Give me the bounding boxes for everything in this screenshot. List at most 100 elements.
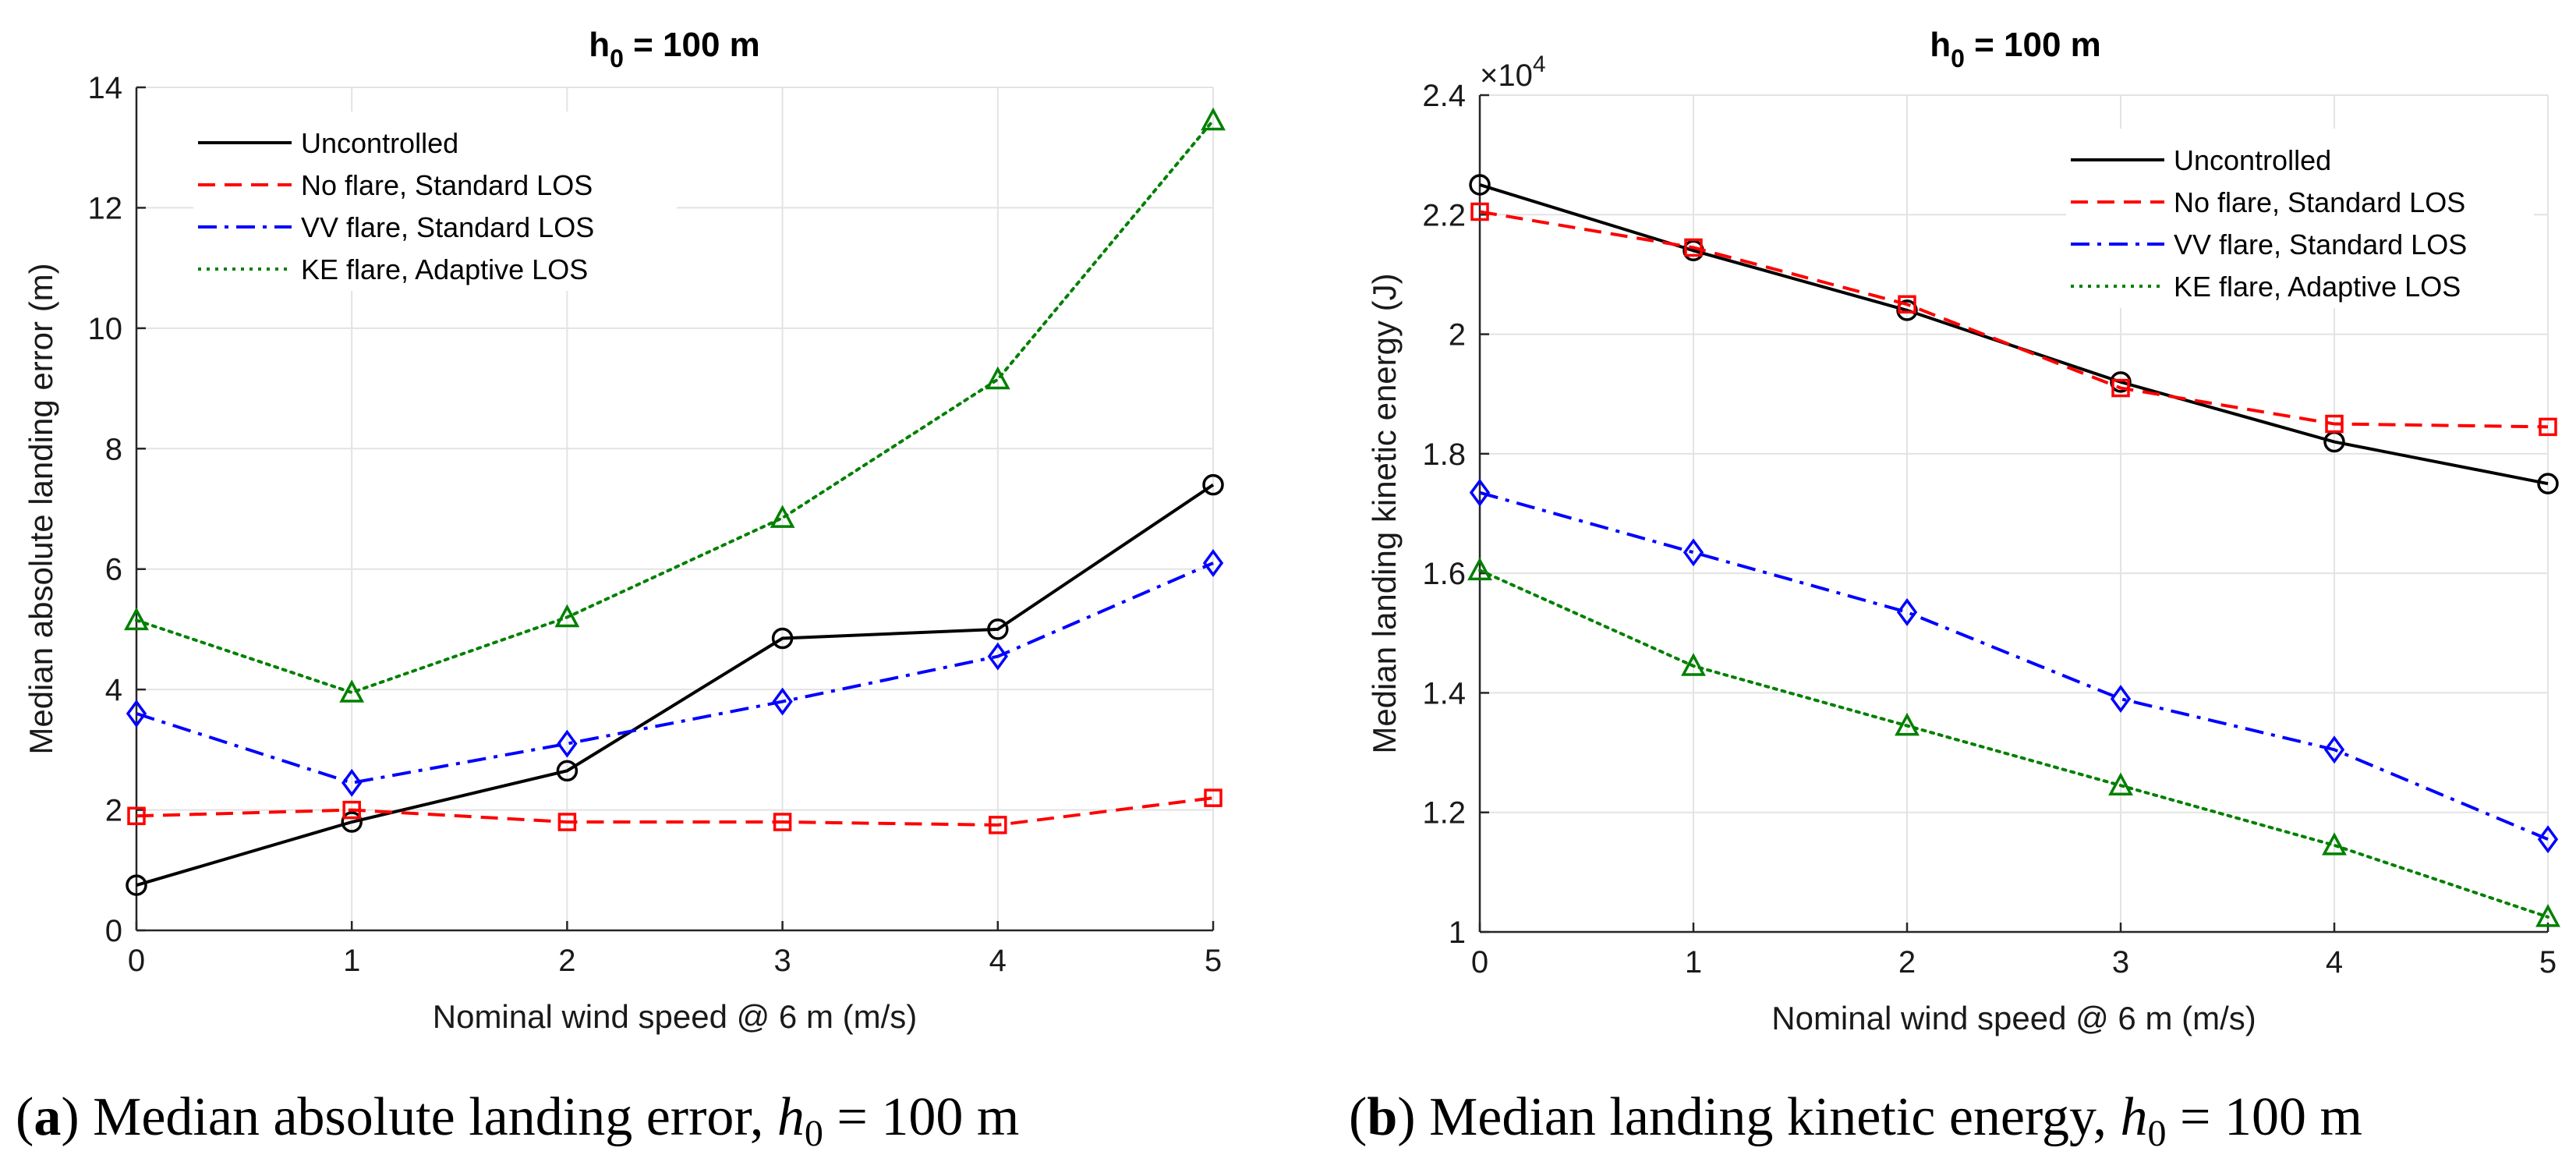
data-point	[2322, 832, 2347, 856]
data-point	[1896, 299, 1918, 321]
legend-entry: VV flare, Standard LOS	[2174, 229, 2467, 260]
data-point	[557, 813, 577, 831]
data-point	[770, 505, 795, 528]
data-point	[1202, 549, 1224, 577]
legend-entry: KE flare, Adaptive LOS	[2174, 271, 2461, 303]
x-tick-label: 2	[1898, 945, 1916, 980]
y-tick-label: 2.4	[1422, 79, 1466, 113]
legend: Uncontrolled No flare, Standard LOS VV fla…	[2066, 129, 2534, 308]
x-tick-label: 0	[1471, 945, 1488, 980]
y-tick-label: 2	[1449, 318, 1466, 352]
y-tick-label: 6	[105, 553, 122, 587]
series-0	[126, 473, 1224, 896]
data-point	[342, 800, 361, 820]
series-line	[1479, 183, 2549, 486]
series-3	[124, 107, 1226, 703]
y-tick-label: 1	[1449, 916, 1466, 950]
data-point	[987, 642, 1008, 671]
y-axis-label: Median landing kinetic energy (J)	[1366, 273, 1403, 753]
data-point	[1467, 557, 1492, 581]
y-tick-label: 10	[88, 312, 123, 346]
x-tick-label: 3	[773, 944, 791, 978]
y-tick-label: 2.2	[1422, 198, 1466, 232]
x-tick-label: 5	[2539, 945, 2557, 980]
series-line	[136, 562, 1214, 785]
series-2	[126, 549, 1224, 797]
data-point	[126, 874, 147, 896]
data-point	[1898, 295, 1916, 314]
data-point	[2110, 371, 2132, 393]
y-tick-label: 0	[105, 914, 122, 948]
y-tick-label: 1.8	[1422, 438, 1466, 472]
data-point	[124, 607, 149, 631]
series-line	[136, 796, 1214, 827]
series-2	[1469, 478, 2559, 854]
series-line	[135, 119, 1215, 695]
data-point	[1684, 238, 1703, 257]
y-tick-label: 14	[88, 71, 123, 105]
y-tick-label: 8	[105, 432, 122, 466]
data-point	[127, 806, 146, 826]
data-point	[1469, 174, 1491, 196]
series-line	[136, 483, 1215, 887]
x-tick-label: 1	[1685, 945, 1702, 980]
data-point	[773, 813, 792, 831]
legend-entry: KE flare, Adaptive LOS	[301, 253, 588, 285]
data-point	[1470, 202, 1489, 221]
figure-caption: (b) Median landing kinetic energy, h0 = …	[1349, 1087, 2362, 1154]
data-point	[1202, 473, 1224, 496]
data-point	[1896, 598, 1918, 626]
legend-entry: No flare, Standard LOS	[2174, 186, 2465, 218]
chart-title: h0 = 100 m	[1930, 26, 2101, 73]
y-tick-label: 4	[105, 673, 122, 707]
data-point	[1681, 653, 1706, 676]
x-axis-label: Nominal wind speed @ 6 m (m/s)	[1771, 1000, 2256, 1036]
data-point	[989, 816, 1007, 834]
y-tick-label: 2	[105, 794, 122, 828]
legend-entry: Uncontrolled	[2174, 144, 2331, 176]
x-tick-label: 4	[2326, 945, 2343, 980]
data-point	[339, 679, 365, 703]
data-point	[2535, 904, 2560, 927]
y-tick-label: 12	[88, 191, 123, 225]
data-point	[2108, 772, 2133, 796]
data-point	[2111, 378, 2130, 398]
data-point	[987, 618, 1009, 640]
legend-entry: Uncontrolled	[301, 127, 458, 159]
data-point	[554, 604, 580, 628]
data-point	[2539, 417, 2557, 437]
data-point	[2537, 473, 2559, 494]
x-tick-label: 5	[1205, 944, 1222, 978]
data-point	[2537, 825, 2559, 854]
data-point	[1201, 107, 1226, 131]
data-point	[2323, 735, 2345, 764]
legend-entry: VV flare, Standard LOS	[301, 211, 594, 243]
data-point	[772, 687, 793, 716]
y-tick-label: 1.2	[1422, 796, 1466, 831]
series-line	[1479, 491, 2549, 841]
series-line	[1478, 569, 2549, 919]
series-3	[1467, 557, 2560, 927]
data-point	[1895, 712, 1920, 736]
data-point	[557, 729, 578, 758]
data-point	[771, 627, 794, 650]
series-1	[1470, 202, 2557, 437]
legend: Uncontrolled No flare, Standard LOS VV fla…	[193, 112, 677, 291]
data-point	[341, 811, 363, 833]
x-tick-label: 4	[989, 944, 1007, 978]
data-point	[341, 768, 363, 797]
legend-entry: No flare, Standard LOS	[301, 169, 593, 201]
x-tick-label: 1	[343, 944, 360, 978]
y-multiplier: ×104	[1480, 51, 1546, 93]
data-point	[985, 366, 1010, 390]
y-tick-label: 1.6	[1422, 557, 1466, 591]
figure-caption: (a) Median absolute landing error, h0 = …	[16, 1087, 1019, 1154]
series-1	[127, 788, 1223, 834]
data-point	[1469, 478, 1491, 507]
data-point	[2110, 685, 2132, 714]
data-point	[1683, 538, 1704, 567]
data-point	[1204, 788, 1223, 807]
